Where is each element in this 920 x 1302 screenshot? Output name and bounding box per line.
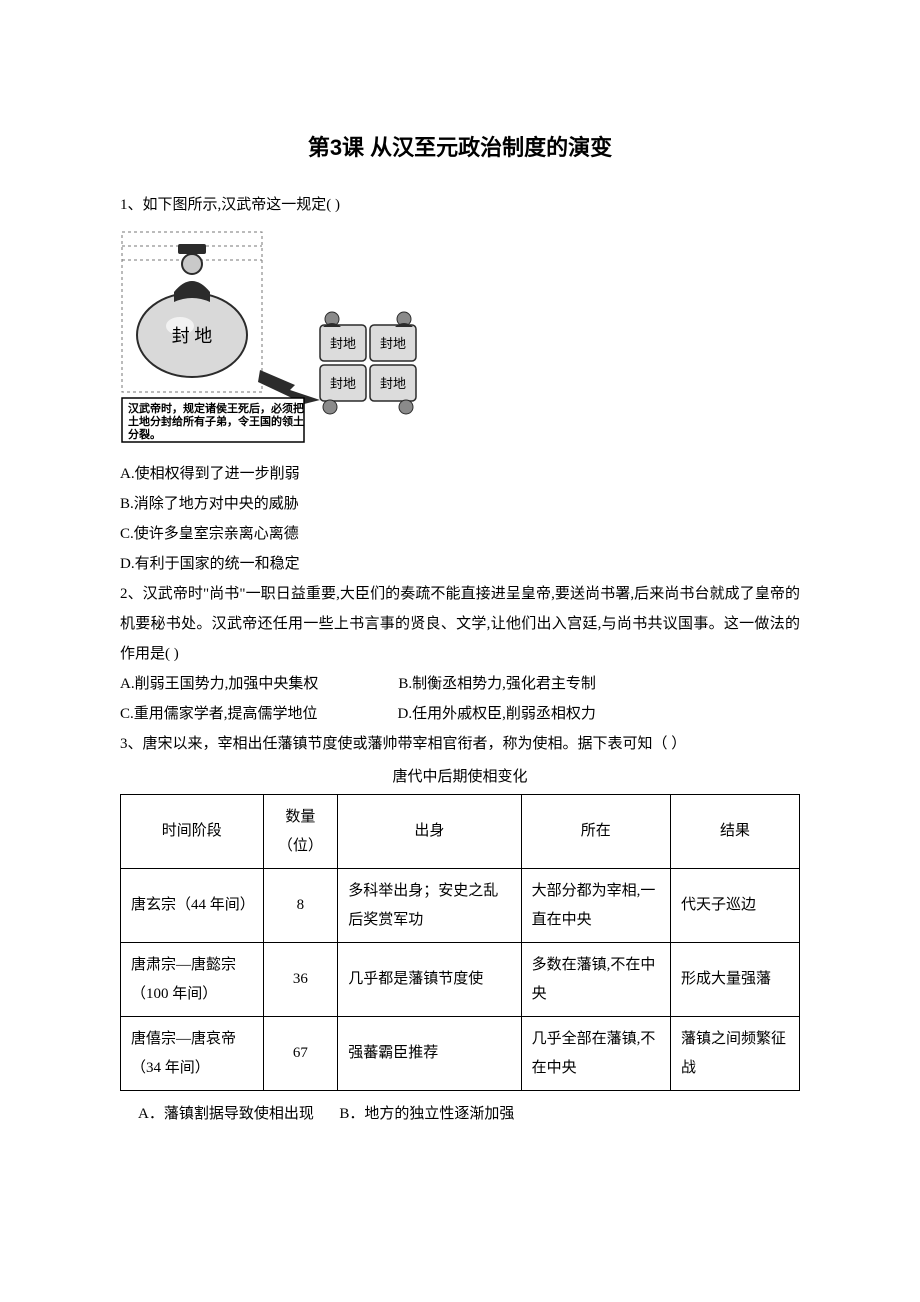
th-result: 结果 [670, 795, 799, 869]
q1-option-b: B.消除了地方对中央的威胁 [120, 489, 800, 519]
th-origin: 出身 [338, 795, 521, 869]
cell-origin: 强蕃霸臣推荐 [338, 1017, 521, 1091]
svg-text:分裂。: 分裂。 [128, 427, 161, 441]
q2-option-a: A.削弱王国势力,加强中央集权 [120, 669, 318, 699]
cell-count: 67 [263, 1017, 338, 1091]
q2-options-row2: C.重用儒家学者,提高儒学地位 D.任用外戚权臣,削弱丞相权力 [120, 699, 800, 729]
table-row: 唐玄宗（44 年间） 8 多科举出身；安史之乱后奖赏军功 大部分都为宰相,一直在… [121, 869, 800, 943]
cell-period: 唐玄宗（44 年间） [121, 869, 264, 943]
q1-figure: 封 地 封地 封地 [120, 230, 800, 445]
q1-stem: 1、如下图所示,汉武帝这一规定( ) [120, 190, 800, 220]
q3-table: 时间阶段 数量（位） 出身 所在 结果 唐玄宗（44 年间） 8 多科举出身；安… [120, 794, 800, 1091]
cell-result: 藩镇之间频繁征战 [670, 1017, 799, 1091]
q2-option-d: D.任用外戚权臣,削弱丞相权力 [398, 699, 596, 729]
q3-option-b: B．地方的独立性逐渐加强 [339, 1106, 514, 1122]
cell-result: 代天子巡边 [670, 869, 799, 943]
q2-option-b: B.制衡丞相势力,强化君主专制 [398, 669, 596, 699]
svg-text:汉武帝时，规定诸侯王死后，必须把: 汉武帝时，规定诸侯王死后，必须把 [128, 401, 304, 415]
q1-option-a: A.使相权得到了进一步削弱 [120, 459, 800, 489]
cell-location: 几乎全部在藩镇,不在中央 [521, 1017, 670, 1091]
cell-count: 36 [263, 943, 338, 1017]
king-figure-icon [174, 244, 210, 302]
document-page: 第3课 从汉至元政治制度的演变 1、如下图所示,汉武帝这一规定( ) 封 地 [0, 0, 920, 1302]
svg-text:封地: 封地 [380, 336, 406, 351]
q3-option-a: A．藩镇割据导致使相出现 [138, 1106, 314, 1122]
th-count: 数量（位） [263, 795, 338, 869]
lesson-title: 第3课 从汉至元政治制度的演变 [120, 130, 800, 162]
cell-count: 8 [263, 869, 338, 943]
q2-options-row1: A.削弱王国势力,加强中央集权 B.制衡丞相势力,强化君主专制 [120, 669, 800, 699]
cell-origin: 几乎都是藩镇节度使 [338, 943, 521, 1017]
table-row: 唐僖宗—唐哀帝（34 年间） 67 强蕃霸臣推荐 几乎全部在藩镇,不在中央 藩镇… [121, 1017, 800, 1091]
q3-stem: 3、唐宋以来，宰相出任藩镇节度使或藩帅带宰相官衔者，称为使相。据下表可知（ ） [120, 729, 800, 759]
cell-location: 大部分都为宰相,一直在中央 [521, 869, 670, 943]
q2-stem: 2、汉武帝时"尚书"一职日益重要,大臣们的奏疏不能直接进呈皇帝,要送尚书署,后来… [120, 579, 800, 669]
split-land-grid: 封地 封地 封地 封地 [320, 312, 416, 414]
cell-location: 多数在藩镇,不在中央 [521, 943, 670, 1017]
q2-option-c: C.重用儒家学者,提高儒学地位 [120, 699, 318, 729]
th-location: 所在 [521, 795, 670, 869]
label-big-land: 封 地 [172, 326, 213, 346]
svg-text:封地: 封地 [330, 336, 356, 351]
cell-period: 唐肃宗—唐懿宗（100 年间） [121, 943, 264, 1017]
svg-text:封地: 封地 [330, 376, 356, 391]
cell-period: 唐僖宗—唐哀帝（34 年间） [121, 1017, 264, 1091]
q1-option-c: C.使许多皇室宗亲离心离德 [120, 519, 800, 549]
cell-origin: 多科举出身；安史之乱后奖赏军功 [338, 869, 521, 943]
figure-caption-box: 汉武帝时，规定诸侯王死后，必须把 土地分封给所有子弟，令王国的领土 分裂。 [122, 398, 304, 442]
th-period: 时间阶段 [121, 795, 264, 869]
enfeoffment-diagram: 封 地 封地 封地 [120, 230, 430, 445]
table-header-row: 时间阶段 数量（位） 出身 所在 结果 [121, 795, 800, 869]
q1-option-d: D.有利于国家的统一和稳定 [120, 549, 800, 579]
cell-result: 形成大量强藩 [670, 943, 799, 1017]
svg-text:土地分封给所有子弟，令王国的领土: 土地分封给所有子弟，令王国的领土 [128, 414, 304, 428]
svg-text:封地: 封地 [380, 376, 406, 391]
q3-table-caption: 唐代中后期使相变化 [120, 765, 800, 786]
table-row: 唐肃宗—唐懿宗（100 年间） 36 几乎都是藩镇节度使 多数在藩镇,不在中央 … [121, 943, 800, 1017]
q3-options-row: A．藩镇割据导致使相出现 B．地方的独立性逐渐加强 [120, 1099, 800, 1129]
